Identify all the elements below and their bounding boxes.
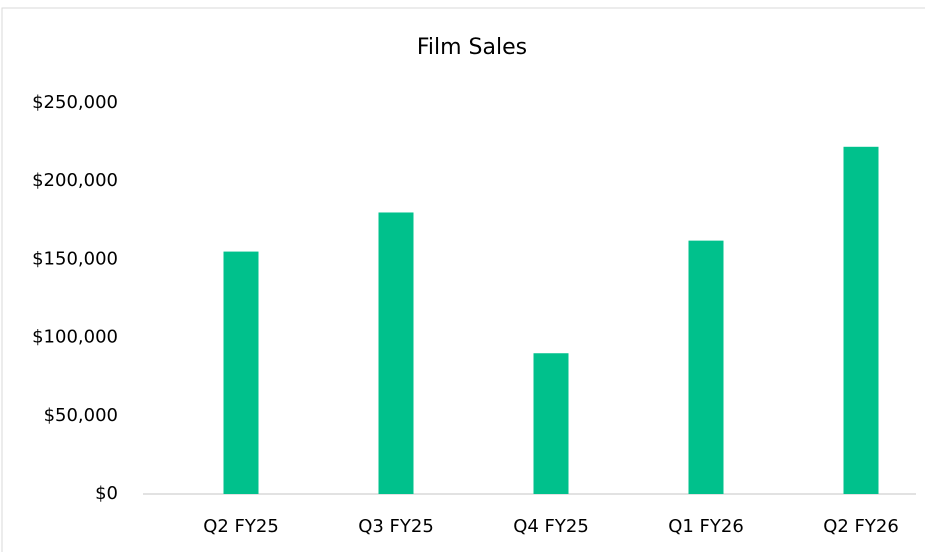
y-tick-label: $250,000 <box>32 92 118 113</box>
y-tick-label: $100,000 <box>32 327 118 348</box>
bar <box>843 146 879 495</box>
x-tick-label: Q1 FY26 <box>668 516 744 537</box>
x-tick-label: Q3 FY25 <box>358 516 434 537</box>
bar <box>533 353 569 494</box>
bar <box>378 212 414 495</box>
bar <box>688 240 724 494</box>
chart-border <box>1 7 925 552</box>
y-tick-label: $200,000 <box>32 170 118 191</box>
x-tick-label: Q2 FY25 <box>203 516 279 537</box>
bar <box>223 251 259 494</box>
x-tick-label: Q2 FY26 <box>823 516 899 537</box>
chart-title: Film Sales <box>417 35 527 60</box>
y-tick-label: $50,000 <box>44 405 118 426</box>
y-tick-label: $0 <box>95 483 118 504</box>
x-tick-label: Q4 FY25 <box>513 516 589 537</box>
y-tick-label: $150,000 <box>32 248 118 269</box>
